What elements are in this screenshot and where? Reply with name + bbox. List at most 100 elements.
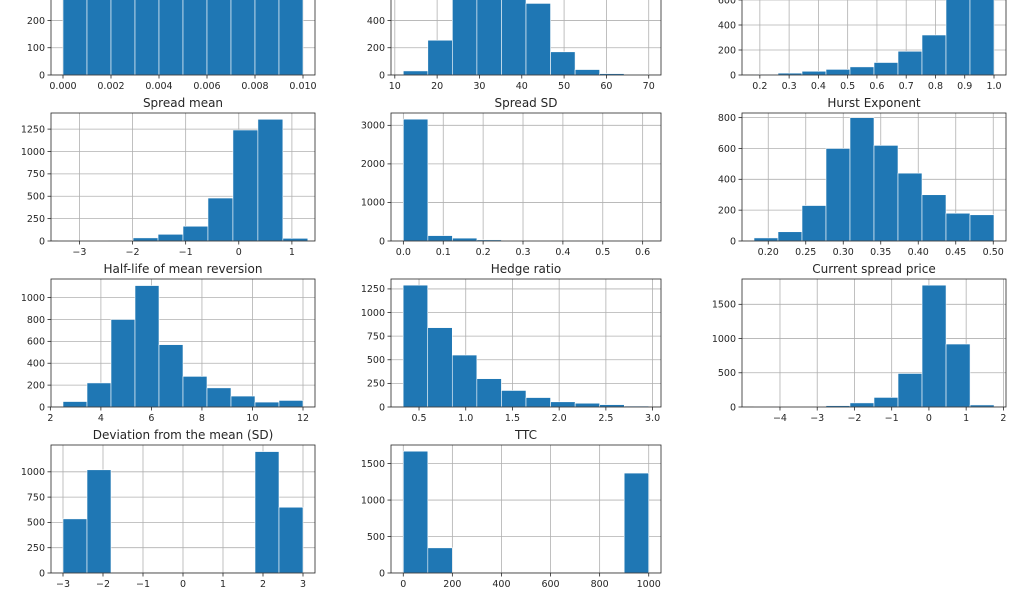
histogram-bar [62, 401, 88, 407]
x-tick-label: −2 [126, 247, 140, 258]
x-tick-label: 0.40 [908, 247, 929, 258]
histogram-panel-2: 0.2 0.3 0.4 0.5 0.6 0.7 0.8 0.9 1.0 0 200 400 600 [718, 0, 1007, 92]
x-tick-label: 0.35 [870, 247, 891, 258]
histogram-bar [476, 0, 502, 75]
chart-title: Half-life of mean reversion [104, 262, 263, 276]
x-tick-label: 2 [1000, 413, 1006, 424]
y-tick-label: 200 [27, 16, 45, 27]
y-tick-label: 750 [367, 331, 385, 342]
histogram-bar [427, 235, 453, 241]
x-tick-label: −1 [885, 413, 899, 424]
histogram-bar [897, 172, 923, 241]
x-tick-label: 3 [300, 579, 306, 590]
histogram-bar [574, 402, 601, 407]
x-tick-label: 0.4 [555, 247, 570, 258]
bars [57, 118, 309, 241]
x-tick-label: −3 [56, 579, 70, 590]
y-tick-label: 500 [27, 518, 45, 529]
y-tick-label: 600 [27, 337, 45, 348]
x-tick-label: 2.5 [598, 413, 613, 424]
bars [753, 284, 995, 407]
x-tick-label: 0.50 [983, 247, 1004, 258]
y-tick-label: 200 [718, 45, 736, 56]
axes-frame [741, 278, 1007, 408]
y-tick-label: 250 [27, 543, 45, 554]
histogram-bar [134, 285, 160, 407]
y-tick-label: 1000 [361, 495, 385, 506]
histogram-bar [921, 284, 947, 407]
y-tick-label: 200 [367, 43, 385, 54]
chart-title: Spread mean [143, 96, 223, 110]
histogram-panel-0: 0.000 0.002 0.004 0.006 0.008 0.010 0 100 200 [27, 0, 317, 92]
chart-title: Hurst Exponent [827, 96, 921, 110]
histogram-bar [230, 395, 256, 407]
x-tick-label: 1.5 [505, 413, 520, 424]
histogram-bar [873, 145, 899, 241]
x-tick-label: 600 [541, 579, 559, 590]
histogram-bar [969, 404, 995, 407]
histogram-bar [110, 0, 136, 75]
histogram-bar [254, 0, 280, 75]
x-tick-label: 1 [289, 247, 295, 258]
x-tick-label: 1.0 [458, 413, 473, 424]
histogram-bar [257, 118, 284, 241]
histogram-bar [623, 405, 650, 407]
x-tick-label: 0.7 [899, 81, 914, 92]
histogram-bar [921, 34, 947, 75]
histogram-bar [873, 397, 899, 407]
y-tick-label: 100 [27, 43, 45, 54]
y-tick-label: 0 [730, 402, 736, 413]
bars [62, 0, 304, 75]
histogram-bar [777, 231, 803, 241]
y-tick-label: 1000 [712, 334, 736, 345]
histogram-bar [278, 400, 304, 407]
x-tick-label: 0.1 [436, 247, 451, 258]
x-tick-label: −2 [96, 579, 110, 590]
y-tick-label: 1250 [361, 284, 385, 295]
histogram-bar [969, 214, 995, 241]
histogram-bar [501, 0, 527, 75]
x-tick-label: 0.9 [957, 81, 972, 92]
histogram-bar [921, 194, 947, 241]
x-tick-label: 0.010 [289, 81, 316, 92]
y-tick-label: 0 [39, 236, 45, 247]
x-tick-label: −1 [179, 247, 193, 258]
histogram-bar [86, 0, 112, 75]
x-tick-label: 0.008 [241, 81, 268, 92]
histogram-bar [501, 390, 527, 407]
bars [402, 0, 650, 75]
histogram-bar [158, 0, 184, 75]
axes-frame [390, 444, 662, 574]
x-tick-label: 0.006 [193, 81, 220, 92]
histogram-bar [230, 0, 256, 75]
histogram-bar [945, 0, 971, 75]
histogram-panel-9: −3 −2 −1 0 1 2 3 0 250 500 750 1000 Deviation from t… [21, 428, 316, 590]
histogram-bar [945, 212, 971, 241]
histogram-bar [525, 397, 551, 407]
histogram-bar [427, 547, 453, 573]
histogram-panel-7: 0.5 1.0 1.5 2.0 2.5 3.0 0 250 500 750 1000 1250 Hedg… [361, 262, 662, 424]
histogram-bar [897, 50, 923, 75]
y-tick-label: 500 [718, 368, 736, 379]
x-tick-label: 400 [492, 579, 510, 590]
y-tick-label: 1000 [21, 467, 45, 478]
histogram-panel-8: −4 −3 −2 −1 0 1 2 0 500 1000 1500 Current spread pr… [712, 262, 1007, 424]
y-tick-label: 500 [367, 532, 385, 543]
x-tick-label: 0.000 [49, 81, 76, 92]
histogram-bar [753, 237, 779, 241]
histogram-bar [206, 387, 232, 407]
x-tick-label: 4 [98, 413, 104, 424]
bars [753, 0, 995, 75]
histogram-bar [476, 378, 502, 407]
histogram-bar [550, 401, 576, 407]
y-tick-label: 400 [718, 175, 736, 186]
chart-title: TTC [514, 428, 537, 442]
y-tick-label: 0 [730, 70, 736, 81]
x-tick-label: 70 [643, 81, 655, 92]
axes-frame [741, 0, 1007, 76]
x-tick-label: 10 [246, 413, 258, 424]
axes-frame [390, 278, 662, 408]
x-tick-label: 0 [926, 413, 932, 424]
x-tick-label: 0.004 [145, 81, 172, 92]
